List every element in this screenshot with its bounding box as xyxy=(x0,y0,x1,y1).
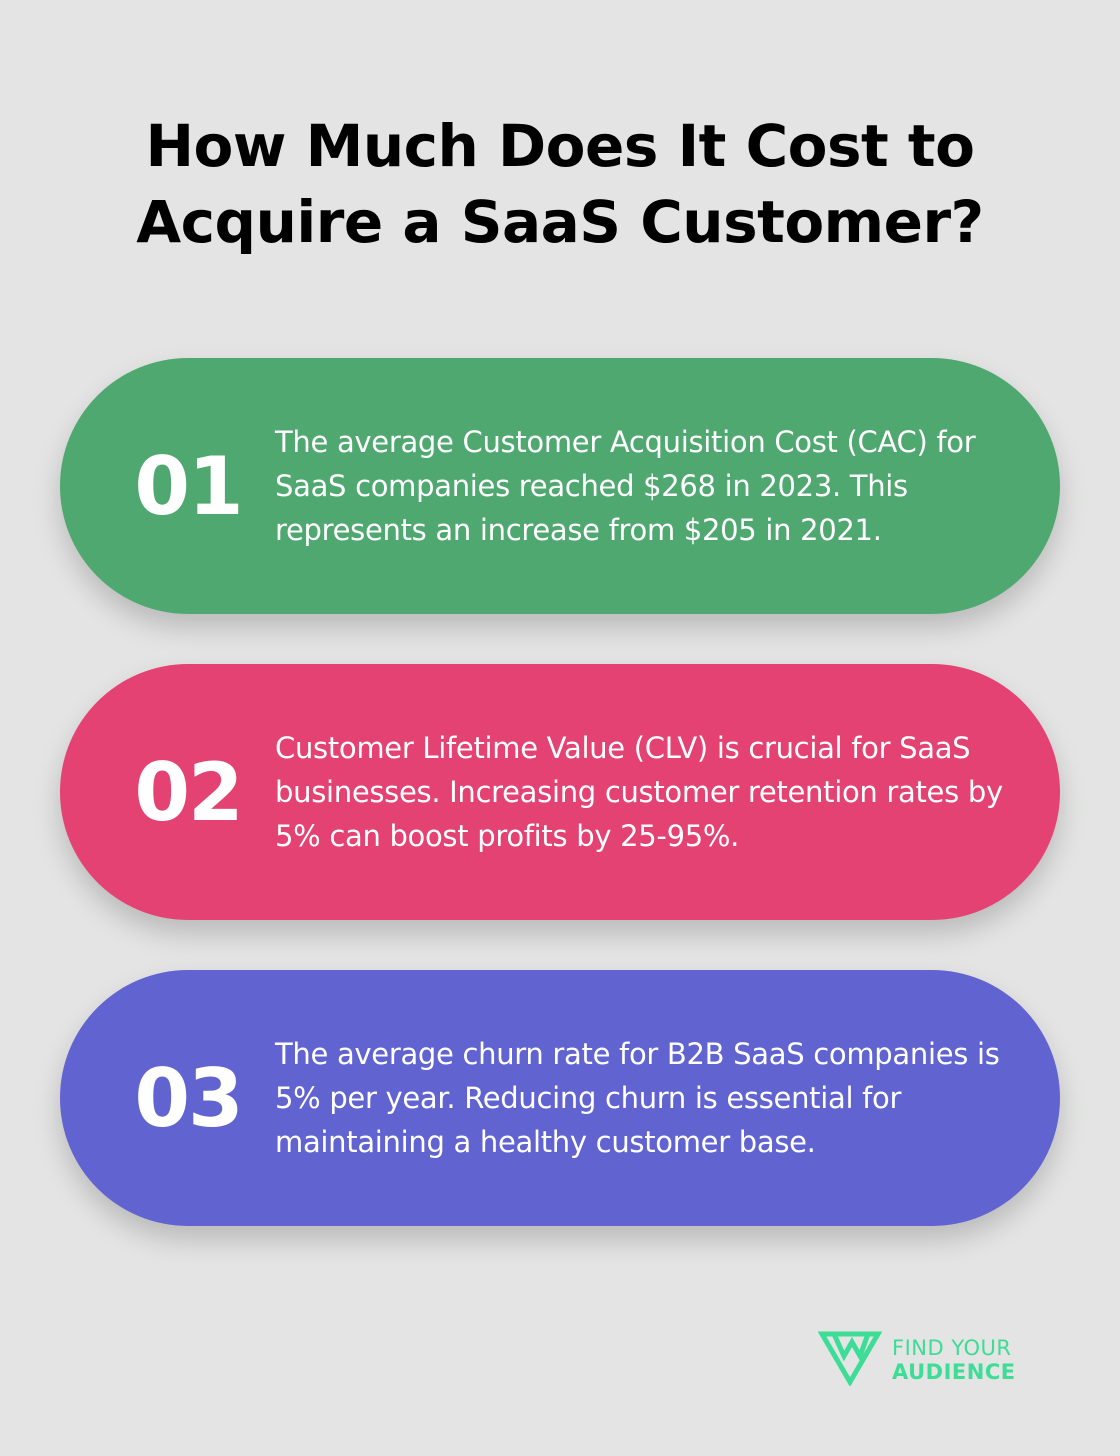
card-number: 03 xyxy=(134,1051,243,1145)
logo-line-2: AUDIENCE xyxy=(892,1360,1016,1384)
card-text: Customer Lifetime Value (CLV) is crucial… xyxy=(275,731,1003,853)
find-your-audience-logo-icon xyxy=(818,1331,882,1386)
stat-card-03: 03 The average churn rate for B2B SaaS c… xyxy=(60,970,1060,1226)
stat-card-01: 01 The average Customer Acquisition Cost… xyxy=(60,358,1060,614)
brand-logo: FIND YOUR AUDIENCE xyxy=(818,1330,1038,1390)
card-number: 02 xyxy=(134,745,243,839)
stat-card-02: 02 Customer Lifetime Value (CLV) is cruc… xyxy=(60,664,1060,920)
card-text: The average churn rate for B2B SaaS comp… xyxy=(275,1037,1000,1159)
page-title: How Much Does It Cost to Acquire a SaaS … xyxy=(0,108,1120,260)
title-line-1: How Much Does It Cost to xyxy=(145,112,976,180)
title-line-2: Acquire a SaaS Customer? xyxy=(136,188,984,256)
logo-text: FIND YOUR AUDIENCE xyxy=(892,1336,1016,1384)
card-text: The average Customer Acquisition Cost (C… xyxy=(275,425,976,547)
logo-line-1: FIND YOUR xyxy=(892,1336,1012,1360)
card-number: 01 xyxy=(134,439,243,533)
